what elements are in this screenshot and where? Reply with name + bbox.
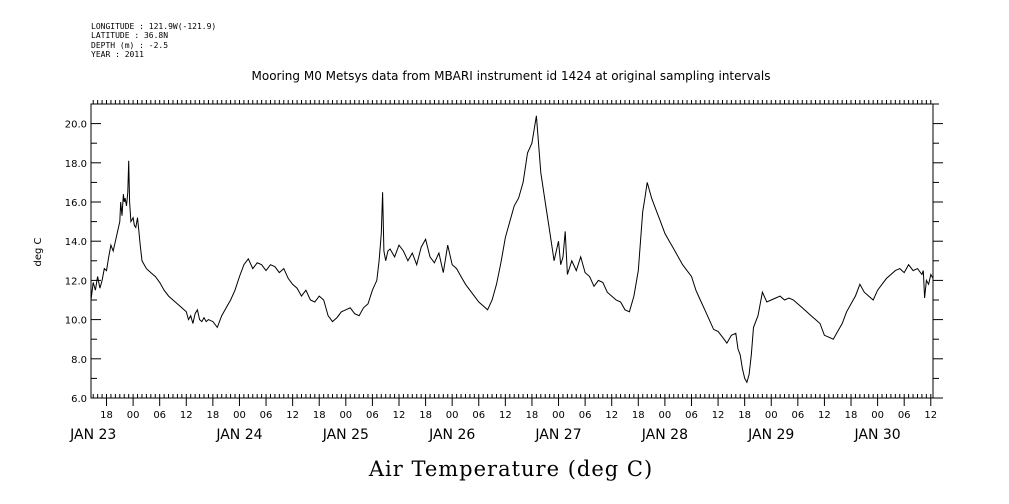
x-tick-label: 00: [552, 410, 565, 421]
y-tick-label: 6.0: [71, 394, 87, 405]
x-tick-label: 00: [233, 410, 246, 421]
x-tick-label: 06: [791, 410, 804, 421]
x-tick-label: 00: [659, 410, 672, 421]
x-tick-label: 18: [738, 410, 751, 421]
metadata-block: LONGITUDE : 121.9W(-121.9) LATITUDE : 36…: [91, 22, 216, 59]
x-tick-label: 18: [632, 410, 645, 421]
tick-marks: [91, 100, 943, 406]
x-tick-label: 06: [472, 410, 485, 421]
x-tick-label: 00: [446, 410, 459, 421]
x-tick-label: 06: [579, 410, 592, 421]
x-tick-label: 06: [366, 410, 379, 421]
latitude-text: LATITUDE : 36.8N: [91, 31, 169, 41]
longitude-text: LONGITUDE : 121.9W(-121.9): [91, 22, 217, 31]
x-date-label: JAN 28: [641, 427, 688, 443]
x-tick-label: 12: [712, 410, 725, 421]
axes: [90, 103, 934, 399]
chart-title: Mooring M0 Metsys data from MBARI instru…: [252, 69, 771, 83]
x-tick-label: 12: [499, 410, 512, 421]
y-tick-label: 16.0: [65, 198, 87, 209]
x-tick-label: 18: [419, 410, 432, 421]
x-tick-label: 18: [313, 410, 326, 421]
x-tick-label: 06: [260, 410, 273, 421]
x-tick-label: 00: [339, 410, 352, 421]
y-tick-label: 12.0: [65, 276, 87, 287]
y-axis-label: deg C: [33, 237, 44, 266]
x-tick-label: 12: [180, 410, 193, 421]
temperature-series-line: [90, 115, 934, 384]
x-date-label: JAN 23: [69, 427, 116, 443]
x-tick-label: 00: [127, 410, 140, 421]
x-tick-label: 12: [393, 410, 406, 421]
x-axis-label: Air Temperature (deg C): [368, 457, 653, 481]
x-tick-label: 18: [845, 410, 858, 421]
y-tick-label: 10.0: [65, 316, 87, 327]
tick-labels: 18 00 06 12 18 00 06 12 18 00 06 12 18 00 06 12 18 00 06 12…: [65, 120, 937, 443]
y-tick-label: 18.0: [65, 159, 87, 170]
y-tick-label: 8.0: [71, 355, 87, 366]
x-tick-label: 12: [605, 410, 618, 421]
x-tick-label: 12: [818, 410, 831, 421]
x-tick-label: 06: [898, 410, 911, 421]
x-date-label: JAN 24: [215, 427, 262, 443]
x-tick-label: 00: [871, 410, 884, 421]
x-tick-label: 00: [765, 410, 778, 421]
x-date-label: JAN 25: [322, 427, 369, 443]
x-tick-label: 06: [153, 410, 166, 421]
year-text: YEAR : 2011: [91, 49, 144, 59]
x-tick-label: 12: [286, 410, 299, 421]
series-layer: [90, 115, 934, 384]
y-tick-label: 20.0: [65, 120, 87, 131]
depth-text: DEPTH (m) : -2.5: [91, 40, 169, 50]
x-date-label: JAN 27: [534, 427, 581, 443]
x-tick-label: 18: [100, 410, 113, 421]
plot-frame: [90, 103, 934, 399]
x-tick-label: 06: [685, 410, 698, 421]
x-date-label: JAN 29: [747, 427, 794, 443]
y-tick-label: 14.0: [65, 237, 87, 248]
x-tick-label: 12: [924, 410, 937, 421]
x-date-label: JAN 30: [854, 427, 901, 443]
x-tick-label: 18: [207, 410, 220, 421]
x-tick-label: 18: [526, 410, 539, 421]
x-date-label: JAN 26: [428, 427, 475, 443]
